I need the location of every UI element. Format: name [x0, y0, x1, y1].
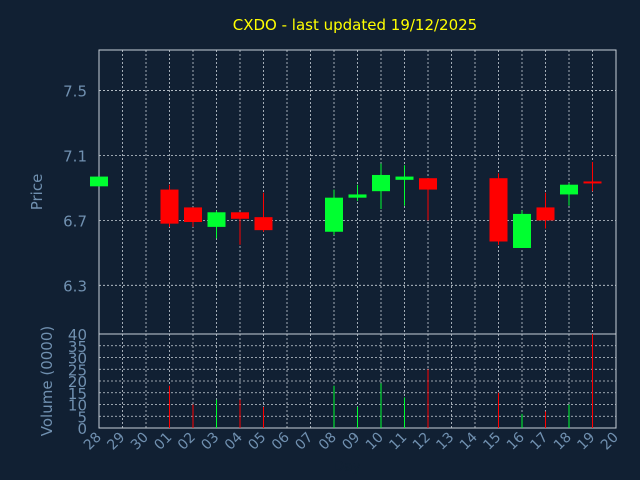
day-tick-label: 16 — [504, 429, 528, 453]
volume-tick-label: 0 — [77, 420, 87, 438]
candle-body — [325, 197, 343, 232]
candle-body — [372, 174, 390, 192]
day-tick-label: 05 — [245, 430, 269, 454]
day-tick-label: 20 — [598, 430, 622, 454]
day-tick-label: 14 — [457, 429, 481, 453]
volume-axis-label: Volume (0000) — [38, 326, 56, 436]
volume-tick-label: 35 — [68, 338, 87, 356]
volume-tick-label: 20 — [68, 373, 87, 391]
day-tick-label: 08 — [316, 430, 340, 454]
candle-body — [489, 178, 508, 242]
day-tick-label: 12 — [410, 430, 434, 454]
day-tick-label: 11 — [386, 430, 410, 454]
chart-title: CXDO - last updated 19/12/2025 — [233, 16, 477, 34]
price-tick-label: 7.5 — [63, 83, 87, 101]
candle-body — [90, 176, 108, 187]
price-tick-labels: 6.3 6.7 7.1 7.5 — [63, 83, 87, 296]
day-tick-label: 06 — [269, 429, 293, 453]
day-tick-label: 29 — [104, 430, 128, 454]
day-tick-label: 01 — [151, 430, 175, 454]
volume-bars — [169, 334, 593, 428]
volume-tick-label: 5 — [77, 408, 87, 426]
day-axis-label: Day — [333, 459, 361, 475]
candle-body — [536, 207, 555, 221]
volume-tick-label: 10 — [68, 397, 87, 415]
day-tick-label: 13 — [433, 430, 457, 454]
day-tick-labels: 28 29 30 01 02 03 04 05 06 07 08 09 10 11 12 13 14 15 16 17… — [81, 429, 622, 453]
day-tick-label: 17 — [527, 430, 551, 454]
day-tick-label: 07 — [292, 430, 316, 454]
day-tick-label: 02 — [175, 430, 199, 454]
price-candles — [90, 161, 602, 248]
day-tick-label: 10 — [363, 430, 387, 454]
candle-body — [231, 212, 249, 219]
volume-tick-label: 15 — [68, 385, 87, 403]
candle-body — [583, 181, 602, 184]
candle-body — [513, 213, 531, 248]
volume-tick-label: 25 — [68, 361, 87, 379]
candle-body — [348, 194, 367, 198]
candle-body — [395, 176, 414, 180]
candle-body — [254, 217, 273, 231]
day-tick-label: 19 — [574, 430, 598, 454]
day-tick-label: 03 — [198, 430, 222, 454]
candle-body — [560, 184, 578, 195]
candle-body — [207, 212, 226, 227]
candle-body — [419, 178, 437, 190]
day-tick-label: 18 — [551, 430, 575, 454]
price-tick-label: 7.1 — [63, 147, 87, 165]
day-tick-label: 04 — [222, 429, 246, 453]
candle-body — [184, 207, 202, 223]
candle-body — [160, 189, 179, 224]
volume-tick-label: 30 — [68, 350, 87, 368]
day-tick-label: 30 — [128, 430, 152, 454]
price-tick-label: 6.3 — [63, 277, 87, 295]
price-axis-label: Price — [28, 174, 46, 211]
volume-tick-label: 40 — [68, 326, 87, 344]
price-tick-label: 6.7 — [63, 212, 87, 230]
day-tick-label: 09 — [339, 430, 363, 454]
day-tick-label: 15 — [480, 430, 504, 454]
